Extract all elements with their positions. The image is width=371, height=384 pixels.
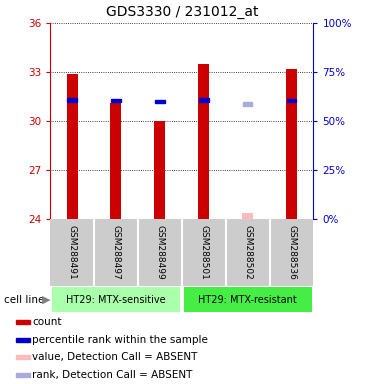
Bar	[198, 64, 209, 219]
Text: GSM288499: GSM288499	[155, 225, 164, 280]
Text: HT29: MTX-sensitive: HT29: MTX-sensitive	[66, 295, 166, 305]
Text: GSM288491: GSM288491	[68, 225, 76, 280]
Text: HT29: MTX-resistant: HT29: MTX-resistant	[198, 295, 297, 305]
Text: count: count	[32, 317, 62, 327]
Text: rank, Detection Call = ABSENT: rank, Detection Call = ABSENT	[32, 370, 193, 380]
Text: value, Detection Call = ABSENT: value, Detection Call = ABSENT	[32, 353, 197, 362]
Text: GSM288502: GSM288502	[243, 225, 252, 280]
Text: cell line: cell line	[4, 295, 44, 305]
Bar	[243, 102, 253, 106]
Text: ▶: ▶	[42, 295, 50, 305]
Title: GDS3330 / 231012_at: GDS3330 / 231012_at	[105, 5, 258, 19]
Bar	[67, 98, 77, 101]
Bar	[286, 69, 297, 219]
Bar	[287, 99, 296, 103]
Bar	[66, 74, 78, 219]
Bar	[154, 121, 165, 219]
Text: GSM288497: GSM288497	[111, 225, 121, 280]
Bar	[111, 99, 121, 103]
Bar	[111, 103, 121, 219]
Bar	[52, 287, 180, 312]
Bar	[155, 99, 165, 103]
Bar	[242, 213, 253, 219]
Bar	[16, 320, 30, 324]
Text: GSM288501: GSM288501	[199, 225, 208, 280]
Bar	[184, 287, 312, 312]
Bar	[199, 98, 209, 101]
Bar	[16, 338, 30, 341]
Bar	[16, 356, 30, 359]
Text: percentile rank within the sample: percentile rank within the sample	[32, 334, 208, 344]
Text: GSM288536: GSM288536	[287, 225, 296, 280]
Bar	[16, 373, 30, 377]
